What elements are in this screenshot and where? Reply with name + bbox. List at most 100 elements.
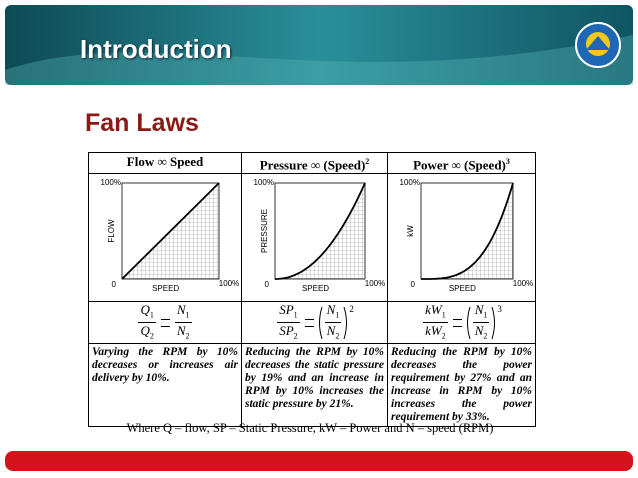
equals-sign bbox=[304, 318, 314, 327]
hatched-area bbox=[275, 183, 365, 280]
chart: 100% 0 100% SPEED FLOW bbox=[101, 178, 240, 293]
subscript: 2 bbox=[335, 331, 340, 341]
parenthesis-stroke bbox=[343, 306, 348, 339]
symbol: Q bbox=[140, 323, 150, 339]
subscript: 1 bbox=[483, 310, 488, 320]
fraction-den: kW2 bbox=[423, 322, 448, 344]
chart-cell: 100% 0 100% SPEED FLOW bbox=[88, 173, 242, 303]
subscript: 1 bbox=[185, 310, 190, 320]
parenthesis-stroke bbox=[491, 306, 496, 339]
y-axis-label: PRESSURE bbox=[260, 209, 269, 253]
fraction: SP1 SP2 bbox=[277, 301, 300, 344]
y-max-label: 100% bbox=[101, 178, 121, 187]
fan-laws-table: Flow ∞ Speed Pressure ∞ (Speed)2 Power ∞ (… bbox=[88, 151, 536, 428]
chart-frame bbox=[420, 182, 514, 280]
parenthesis bbox=[466, 306, 471, 339]
footer-band bbox=[5, 451, 633, 471]
column-title: Flow ∞ Speed bbox=[126, 154, 204, 169]
law-curve bbox=[421, 183, 514, 281]
x-max-label: 100% bbox=[219, 279, 239, 288]
origin-label: 0 bbox=[265, 280, 270, 289]
description-row: Varying the RPM by 10% decreases or incr… bbox=[88, 343, 536, 428]
header-wave bbox=[5, 35, 633, 85]
formula-cell: SP1 SP2 N1 N2 2 bbox=[241, 301, 388, 345]
description: Reducing the RPM by 10% decreases the st… bbox=[241, 343, 388, 428]
y-axis-label: kW bbox=[406, 225, 415, 237]
origin-label: 0 bbox=[112, 280, 117, 289]
fraction: N1 N2 bbox=[472, 302, 490, 344]
x-max-label: 100% bbox=[513, 279, 533, 288]
subscript: 2 bbox=[483, 331, 488, 341]
fraction: N1 N2 bbox=[324, 302, 342, 344]
subscript: 1 bbox=[441, 310, 446, 320]
title-exponent: 3 bbox=[505, 157, 510, 166]
fraction-num: N1 bbox=[473, 302, 490, 323]
slide-heading: Fan Laws bbox=[85, 109, 199, 137]
x-axis-label: SPEED bbox=[449, 284, 476, 293]
footnote: Where Q – flow, SP – Static Pressure, kW… bbox=[126, 421, 494, 435]
title-exponent: 2 bbox=[365, 157, 370, 166]
fraction: kW1 kW2 bbox=[423, 302, 448, 344]
formula-exponent: 2 bbox=[349, 304, 354, 315]
symbol: N bbox=[326, 323, 336, 339]
y-max-label: 100% bbox=[400, 178, 420, 187]
subscript: 1 bbox=[149, 310, 154, 320]
fraction: N1 N2 bbox=[174, 302, 192, 344]
header-band bbox=[5, 5, 633, 85]
fraction: Q1 Q2 bbox=[138, 302, 156, 344]
symbol: N bbox=[326, 301, 336, 317]
hatched-area bbox=[421, 183, 513, 280]
y-axis-label: FLOW bbox=[107, 219, 116, 243]
fraction-num: N1 bbox=[175, 302, 192, 323]
fraction-den: N2 bbox=[472, 322, 490, 344]
chart-cell: 100% 0 100% SPEED kW bbox=[387, 173, 536, 303]
subscript: 2 bbox=[185, 331, 190, 341]
symbol: N bbox=[176, 301, 186, 317]
fraction-num: Q1 bbox=[138, 302, 155, 323]
parenthesis-stroke bbox=[318, 306, 323, 339]
chart-row: 100% 0 100% SPEED FLOW 100% 0 100% SPEED PRESSURE… bbox=[88, 173, 536, 303]
y-max-label: 100% bbox=[254, 178, 274, 187]
subscript: 2 bbox=[149, 331, 154, 341]
formula-exponent: 3 bbox=[497, 304, 502, 315]
chart: 100% 0 100% SPEED kW bbox=[400, 178, 534, 293]
equals-sign bbox=[160, 318, 170, 327]
header-row: Flow ∞ Speed Pressure ∞ (Speed)2 Power ∞ (… bbox=[88, 151, 536, 175]
fraction-num: N1 bbox=[325, 302, 342, 323]
symbol: N bbox=[474, 323, 484, 339]
subscript: 2 bbox=[293, 331, 298, 341]
formula-cell: Q1 Q2 N1 N2 bbox=[88, 301, 242, 345]
formula-cell: kW1 kW2 N1 N2 3 bbox=[387, 301, 536, 345]
fraction-den: SP2 bbox=[277, 322, 300, 344]
description: Varying the RPM by 10% decreases or incr… bbox=[88, 343, 242, 428]
formula: kW1 kW2 N1 N2 3 bbox=[388, 302, 535, 343]
subscript: 2 bbox=[441, 331, 446, 341]
law-curve bbox=[275, 182, 366, 281]
column-title: Pressure ∞ (Speed) bbox=[259, 157, 366, 173]
parenthesis bbox=[491, 306, 496, 339]
chart-frame bbox=[274, 182, 366, 280]
symbol: N bbox=[474, 301, 484, 317]
symbol: N bbox=[176, 323, 186, 339]
x-max-label: 100% bbox=[365, 279, 385, 288]
logo-mark bbox=[586, 36, 610, 50]
formula: Q1 Q2 N1 N2 bbox=[89, 302, 241, 343]
law-curve bbox=[121, 182, 220, 280]
column-title: Power ∞ (Speed) bbox=[413, 157, 506, 173]
parenthesis bbox=[318, 306, 323, 339]
chart-frame bbox=[121, 182, 220, 280]
chart: 100% 0 100% SPEED PRESSURE bbox=[254, 178, 386, 293]
symbol: SP bbox=[279, 323, 294, 339]
parenthesis-stroke bbox=[466, 306, 471, 339]
symbol: SP bbox=[279, 301, 294, 317]
column-header: Flow ∞ Speed bbox=[88, 151, 242, 175]
fraction-num: kW1 bbox=[423, 302, 448, 323]
fraction-den: N2 bbox=[174, 322, 192, 344]
fraction-den: N2 bbox=[324, 322, 342, 344]
formula-row: Q1 Q2 N1 N2 SP1 SP2 N1 N2 2 kW1 kW2 N1 N2 3 bbox=[88, 301, 536, 345]
origin-label: 0 bbox=[411, 280, 416, 289]
fraction-den: Q2 bbox=[138, 322, 156, 344]
slide-title: Introduction bbox=[80, 34, 232, 64]
parenthesis bbox=[343, 306, 348, 339]
